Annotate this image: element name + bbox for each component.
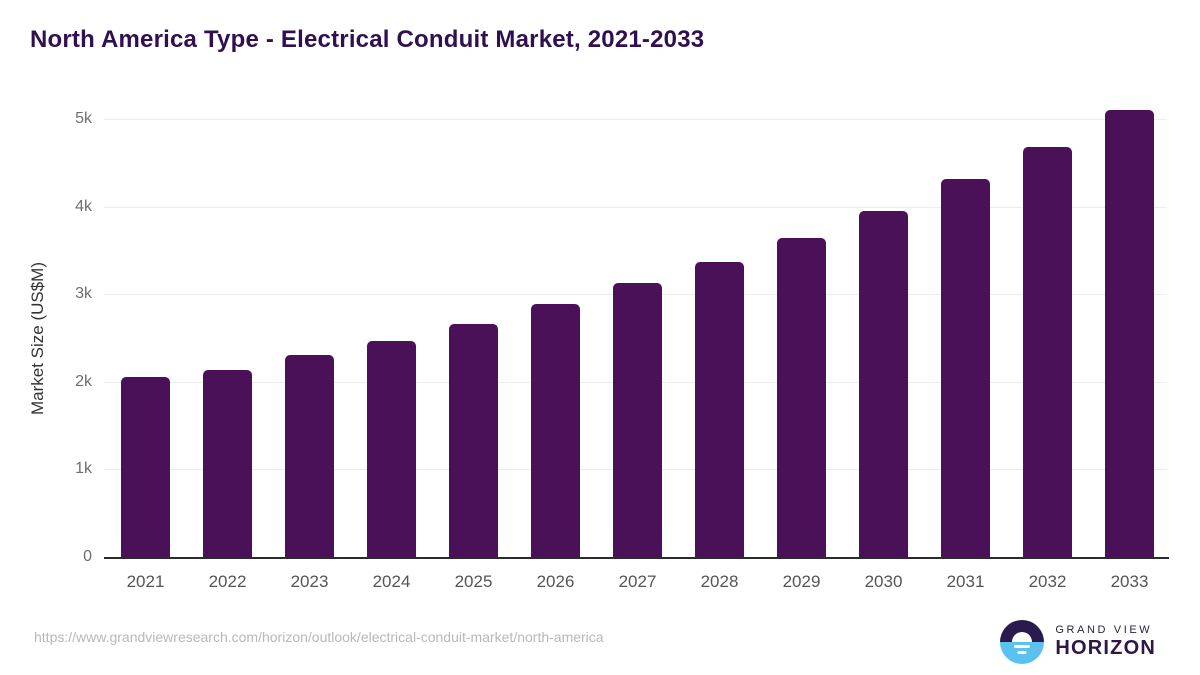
bar-2026[interactable]: [531, 304, 580, 557]
x-tick-label-2027: 2027: [618, 572, 657, 591]
chart-title: North America Type - Electrical Conduit …: [30, 26, 705, 53]
x-tick-label-2033: 2033: [1110, 572, 1149, 591]
x-tick-label-2022: 2022: [208, 572, 247, 591]
bar-2031[interactable]: [941, 179, 990, 557]
bar-2025[interactable]: [449, 323, 498, 557]
x-tick-label-2028: 2028: [700, 572, 739, 591]
gridline-5k: [104, 119, 1167, 120]
bar-2032[interactable]: [1023, 147, 1072, 557]
bar-2023[interactable]: [285, 355, 334, 557]
x-tick-label-2023: 2023: [290, 572, 329, 591]
logo-brand-line2: HORIZON: [1055, 637, 1156, 659]
bar-2027[interactable]: [613, 283, 662, 557]
x-tick-label-2026: 2026: [536, 572, 575, 591]
x-tick-label-2024: 2024: [372, 572, 411, 591]
x-tick-label-2032: 2032: [1028, 572, 1067, 591]
source-url: https://www.grandviewresearch.com/horizo…: [34, 629, 604, 645]
bar-2021[interactable]: [121, 376, 170, 557]
x-tick-label-2025: 2025: [454, 572, 493, 591]
y-tick-label-1k: 1k: [75, 460, 92, 478]
y-tick-label-2k: 2k: [75, 372, 92, 390]
bar-2033[interactable]: [1105, 110, 1154, 557]
y-tick-label-5k: 5k: [75, 110, 92, 127]
y-tick-label-4k: 4k: [75, 197, 92, 215]
bar-2022[interactable]: [203, 369, 252, 557]
x-tick-label-2021: 2021: [126, 572, 165, 591]
grand-view-horizon-logo: GRAND VIEW HORIZON: [1000, 620, 1156, 664]
bar-2024[interactable]: [367, 341, 416, 557]
gridline-4k: [104, 206, 1167, 208]
x-tick-label-2031: 2031: [946, 572, 985, 591]
y-tick-label-3k: 3k: [75, 285, 92, 303]
horizon-sun-icon: [1000, 620, 1045, 664]
y-tick-label-0: 0: [83, 548, 92, 565]
x-tick-label-2030: 2030: [864, 572, 903, 591]
logo-brand-line1: GRAND VIEW: [1055, 624, 1153, 636]
bar-2030[interactable]: [859, 211, 908, 557]
bar-2029[interactable]: [777, 238, 826, 557]
bar-2028[interactable]: [695, 261, 744, 557]
x-tick-label-2029: 2029: [782, 572, 821, 591]
x-axis-line: [104, 557, 1169, 559]
